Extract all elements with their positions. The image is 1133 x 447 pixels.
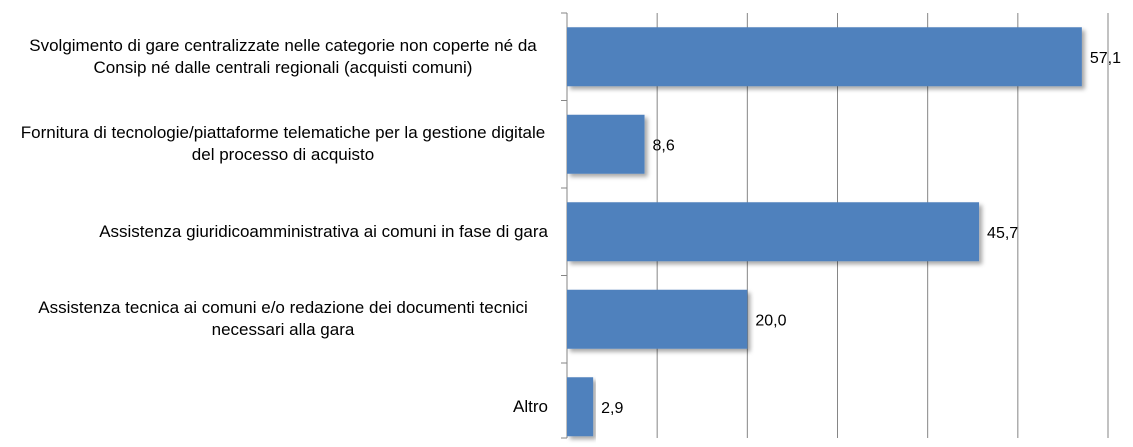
bar	[567, 202, 980, 262]
value-label: 2,9	[601, 400, 623, 417]
value-label: 20,0	[755, 312, 786, 329]
bar	[567, 27, 1082, 87]
category-text: Assistenza tecnica ai comuni e/o redazio…	[38, 298, 528, 340]
bar	[567, 289, 748, 349]
category-label: Fornitura di tecnologie/piattaforme tele…	[0, 104, 548, 184]
category-text: Assistenza giuridicoamministrativa ai co…	[99, 221, 548, 241]
category-label: Assistenza giuridicoamministrativa ai co…	[0, 192, 548, 272]
value-label: 45,7	[987, 225, 1018, 242]
category-text: Fornitura di tecnologie/piattaforme tele…	[20, 123, 546, 165]
bar	[567, 377, 594, 437]
value-label: 57,1	[1090, 50, 1121, 67]
category-text: Altro	[513, 396, 548, 416]
category-label: Assistenza tecnica ai comuni e/o redazio…	[0, 279, 548, 359]
bar	[567, 114, 645, 174]
category-label: Altro	[0, 367, 548, 447]
category-text: Svolgimento di gare centralizzate nelle …	[29, 35, 537, 77]
value-label: 8,6	[653, 137, 675, 154]
category-label: Svolgimento di gare centralizzate nelle …	[0, 17, 548, 97]
